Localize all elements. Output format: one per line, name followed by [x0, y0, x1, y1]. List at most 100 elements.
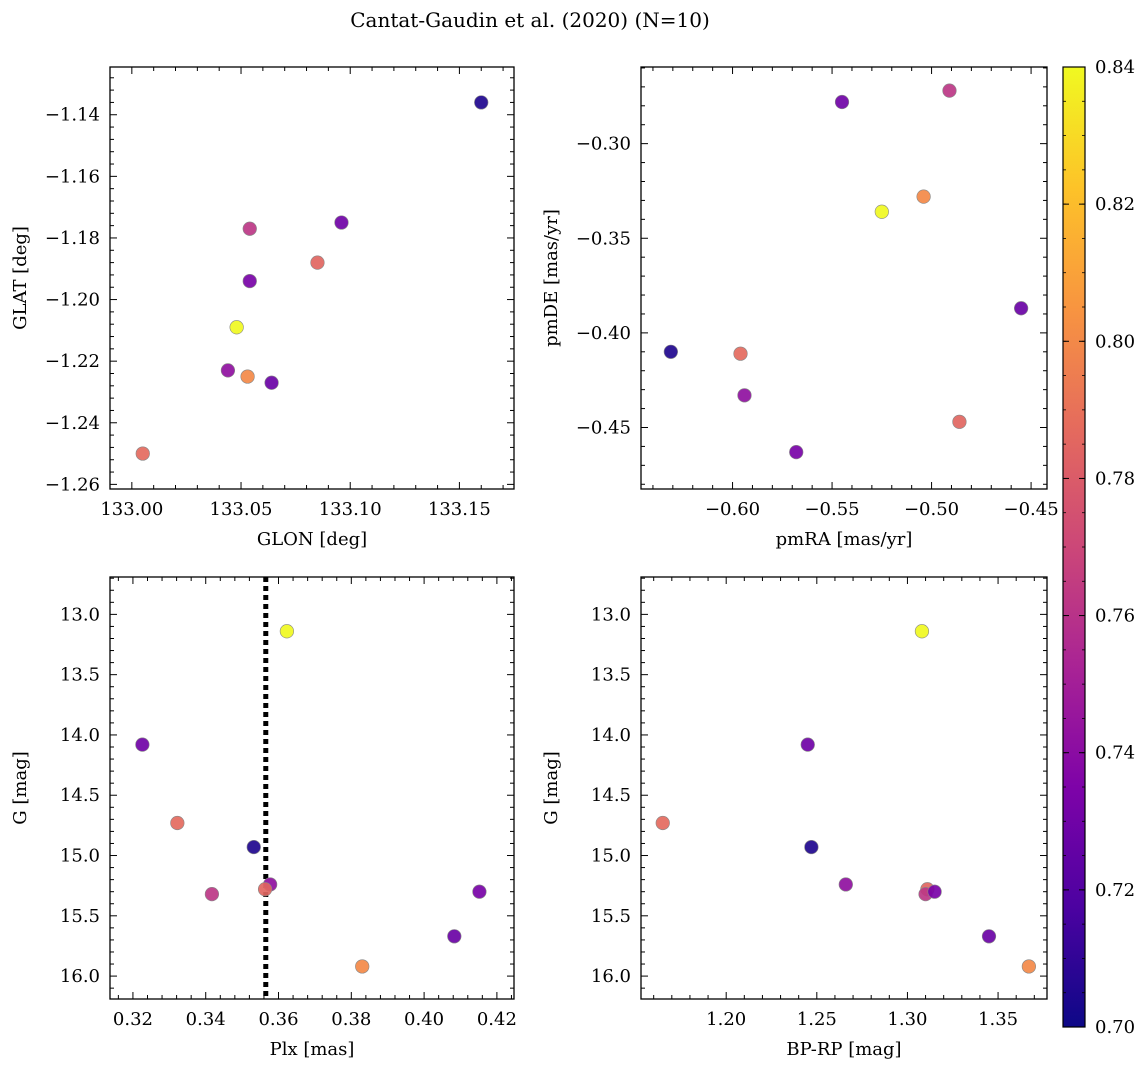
x-tick-label: 0.40: [404, 1009, 444, 1030]
data-point: [663, 344, 678, 359]
x-tick-label: 0.36: [258, 1009, 298, 1030]
y-tick-label: 14.0: [591, 725, 631, 746]
data-point: [310, 255, 325, 270]
panel-pmra-pmde: −0.60 −0.55 −0.50 −0.45 −0.45 −0.40 −0.35 −0.30…: [541, 66, 1059, 550]
data-point: [737, 388, 752, 403]
y-tick-label: 13.5: [60, 665, 100, 686]
data-point: [447, 929, 462, 944]
colorbar-gradient: [1062, 66, 1086, 1028]
x-tick-label: 0.42: [477, 1009, 517, 1030]
data-point: [1014, 301, 1029, 316]
data-point: [229, 320, 244, 335]
data-point: [220, 363, 236, 378]
data-point: [170, 815, 185, 831]
data-point: [242, 221, 257, 236]
y-tick-label: −0.35: [576, 228, 631, 249]
y-tick-label: 13.0: [591, 604, 631, 625]
y-tick-label: 15.5: [591, 906, 631, 927]
colorbar-tick-label: 0.70: [1095, 1017, 1135, 1038]
y-axis-label: GLAT [deg]: [10, 226, 31, 330]
y-tick-label: 13.5: [591, 665, 631, 686]
y-tick-label: −0.30: [576, 134, 631, 155]
colorbar-tick-label: 0.76: [1095, 606, 1135, 627]
x-tick-label: −0.60: [705, 499, 760, 520]
data-point: [874, 204, 889, 219]
figure-title: Cantat-Gaudin et al. (2020) (N=10): [350, 8, 710, 32]
data-point: [1021, 959, 1036, 974]
x-tick-label: 1.35: [978, 1009, 1018, 1030]
axes-frame: [109, 66, 515, 490]
data-point: [942, 83, 957, 98]
data-point: [472, 884, 487, 899]
x-tick-label: 133.05: [210, 499, 273, 520]
colorbar-tick-label: 0.82: [1095, 194, 1135, 215]
x-tick-label: 0.34: [186, 1009, 226, 1030]
x-tick-label: 0.32: [113, 1009, 153, 1030]
y-tick-label: 16.0: [591, 966, 631, 987]
x-tick-label: −0.45: [1003, 499, 1058, 520]
y-tick-label: −1.20: [45, 290, 100, 311]
y-tick-label: −0.45: [576, 417, 631, 438]
x-axis-label: Plx [mas]: [270, 1039, 355, 1060]
x-tick-label: 1.30: [887, 1009, 927, 1030]
colorbar-tick-label: 0.74: [1095, 743, 1135, 764]
panel-glon-glat: 133.00 133.05 133.10 133.15 −1.26 −1.24 −1.22 −…: [10, 66, 515, 550]
data-point: [135, 737, 150, 752]
y-tick-label: −1.22: [45, 351, 100, 372]
y-tick-label: 15.5: [60, 906, 100, 927]
data-point: [242, 273, 257, 289]
data-point: [135, 446, 150, 461]
panel-plx-g: 0.32 0.34 0.36 0.38 0.40 0.42 13.0 13.5 14.0 14.5…: [10, 576, 517, 1060]
data-point: [264, 375, 279, 390]
x-axis-label: GLON [deg]: [257, 529, 367, 550]
y-axis-label: G [mag]: [10, 751, 31, 824]
data-point: [240, 369, 255, 384]
data-point: [914, 624, 930, 639]
data-point: [246, 839, 261, 855]
colorbar: 0.70 0.72 0.74 0.76 0.78 0.80 0.82 0.84: [1062, 57, 1135, 1038]
data-point: [952, 414, 967, 429]
y-tick-label: 14.0: [60, 725, 100, 746]
x-tick-label: 0.38: [331, 1009, 371, 1030]
x-tick-label: −0.50: [904, 499, 959, 520]
axes-frame: [109, 576, 515, 1000]
colorbar-tick-label: 0.84: [1095, 57, 1135, 78]
data-point: [334, 215, 349, 230]
axes-frame: [640, 576, 1048, 1000]
y-tick-label: −1.14: [45, 105, 100, 126]
y-tick-label: 15.0: [591, 846, 631, 867]
data-point: [257, 882, 273, 897]
x-tick-label: 133.15: [428, 499, 491, 520]
y-tick-label: 14.5: [60, 785, 100, 806]
y-tick-label: −1.16: [45, 166, 100, 187]
data-point: [204, 887, 220, 902]
data-point: [474, 95, 489, 110]
panel-bprp-g: 1.20 1.25 1.30 1.35 13.0 13.5 14.0 14.5 15.0 15.5…: [541, 576, 1048, 1060]
x-axis-label: pmRA [mas/yr]: [776, 529, 913, 550]
y-tick-label: −1.24: [45, 413, 100, 434]
y-tick-label: −1.26: [45, 474, 100, 495]
data-point: [800, 737, 815, 752]
data-point: [279, 624, 294, 639]
data-point: [838, 877, 853, 892]
data-point: [834, 94, 850, 110]
axes-frame: [640, 66, 1048, 490]
y-axis-label: G [mag]: [541, 751, 562, 824]
y-axis-label: pmDE [mas/yr]: [541, 209, 562, 347]
data-point: [733, 346, 748, 361]
y-tick-label: 13.0: [60, 604, 100, 625]
y-tick-label: 16.0: [60, 966, 100, 987]
y-tick-label: 14.5: [591, 785, 631, 806]
data-point: [927, 884, 942, 899]
data-point: [804, 839, 819, 855]
data-point: [981, 929, 997, 944]
data-point: [355, 959, 370, 974]
x-tick-label: 133.10: [319, 499, 382, 520]
data-point: [789, 444, 804, 460]
y-tick-label: −1.18: [45, 228, 100, 249]
data-point: [655, 815, 670, 831]
y-tick-label: 15.0: [60, 846, 100, 867]
colorbar-tick-label: 0.80: [1095, 331, 1135, 352]
x-axis-label: BP-RP [mag]: [786, 1039, 901, 1060]
